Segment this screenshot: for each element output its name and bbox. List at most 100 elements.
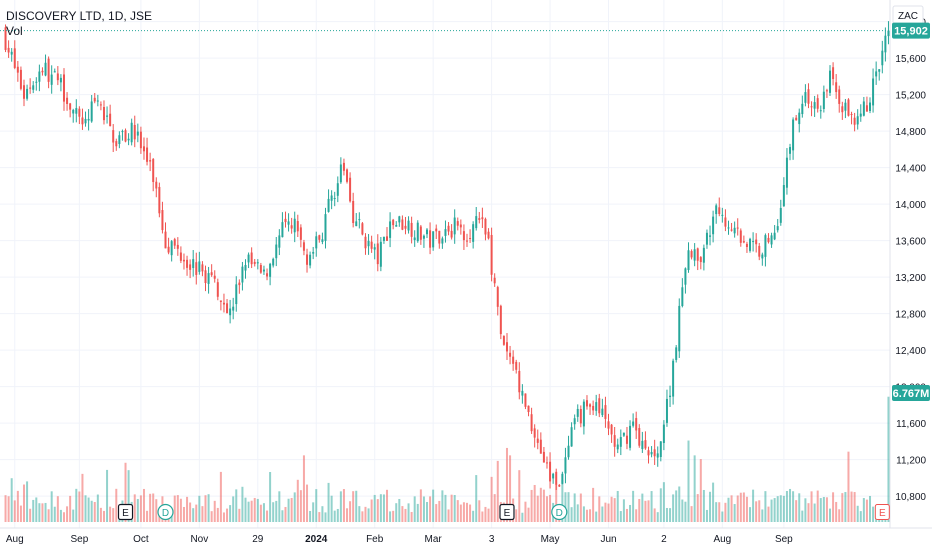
volume-bar [90, 500, 93, 522]
candle-body [10, 51, 13, 55]
volume-bar [259, 504, 262, 522]
candle-body [361, 223, 364, 235]
candle-body [632, 421, 635, 426]
candle-body [472, 224, 475, 242]
candle-body [629, 425, 632, 448]
earnings-marker[interactable]: E [117, 503, 134, 521]
volume-bar [475, 475, 478, 522]
candle-body [850, 113, 853, 115]
candle-body [247, 254, 250, 263]
volume-bar [530, 489, 533, 522]
candle-body [829, 70, 832, 93]
candle-body [216, 282, 219, 297]
candle-body [112, 130, 115, 143]
volume-bar [665, 507, 668, 522]
candle-body [844, 102, 847, 111]
candle-body [561, 473, 564, 484]
volume-label: Vol [6, 24, 23, 38]
candle-body [856, 116, 859, 125]
candle-body [469, 238, 472, 240]
volume-bar [435, 504, 438, 522]
dividend-marker[interactable]: D [157, 503, 174, 521]
candle-body [453, 217, 456, 235]
volume-bar [764, 491, 767, 522]
volume-bar [66, 506, 69, 522]
candle-body [32, 85, 35, 90]
volume-bar [542, 489, 545, 522]
volume-bar [398, 498, 401, 522]
volume-bar [342, 489, 345, 522]
volume-bar [75, 488, 78, 522]
volume-bar [829, 508, 832, 522]
candle-body [736, 227, 739, 229]
candle-body [19, 69, 22, 89]
volume-bar [139, 495, 142, 522]
volume-bar [752, 489, 755, 522]
candle-body [702, 247, 705, 263]
volume-bar [625, 508, 628, 522]
candle-body [13, 48, 16, 68]
candle-body [450, 230, 453, 238]
candle-body [552, 473, 555, 479]
candles [4, 21, 890, 490]
volume-bar [306, 484, 309, 522]
dividend-marker[interactable]: D [551, 503, 568, 521]
volume-bar [407, 503, 410, 522]
candle-body [462, 231, 465, 241]
volume-bar [795, 500, 798, 522]
candle-body [872, 78, 875, 106]
volume-bar [629, 504, 632, 522]
volume-bar [192, 508, 195, 522]
volume-bar [69, 495, 72, 522]
volume-bar [241, 486, 244, 522]
candle-body [662, 424, 665, 444]
volume-bar [465, 502, 468, 522]
volume-bar [709, 491, 712, 522]
candle-body [133, 124, 136, 140]
candle-body [139, 131, 142, 149]
volume-bar [539, 487, 542, 522]
candle-body [622, 432, 625, 436]
volume-bar [567, 492, 570, 522]
candle-body [589, 404, 592, 407]
x-tick-label: 2024 [305, 534, 328, 545]
volume-bar [447, 509, 450, 522]
candle-body [127, 138, 130, 141]
last-volume-label: 6.767M [893, 388, 930, 400]
earnings-marker[interactable]: E [874, 504, 890, 520]
volume-bar [573, 493, 576, 522]
candle-body [518, 370, 521, 393]
candle-body [275, 244, 278, 259]
candle-body [739, 230, 742, 243]
candle-body [601, 408, 604, 416]
volume-bar [816, 490, 819, 522]
candle-body [619, 437, 622, 447]
volume-bar [847, 451, 850, 522]
volume-bar [705, 509, 708, 522]
volume-bar [632, 490, 635, 522]
earnings-marker[interactable]: E [499, 503, 515, 521]
volume-bar [853, 492, 856, 522]
volume-bar [742, 492, 745, 522]
candle-body [367, 240, 370, 247]
volume-bar [275, 500, 278, 522]
candle-body [124, 130, 127, 142]
candle-body [392, 219, 395, 226]
volume-bar [59, 509, 62, 522]
volume-bar [459, 504, 462, 522]
candle-body [465, 240, 468, 242]
x-tick-label: Feb [366, 534, 384, 545]
volume-bar [659, 488, 662, 522]
volume-bar [662, 482, 665, 522]
volume-bar [749, 507, 752, 522]
candle-body [164, 231, 167, 249]
candle-body [179, 252, 182, 261]
volume-bar [607, 503, 610, 522]
candle-body [567, 445, 570, 458]
currency-badge[interactable]: ZAC [892, 5, 924, 25]
candle-body [210, 272, 213, 276]
volume-bar [869, 495, 872, 522]
candle-body [339, 164, 342, 183]
